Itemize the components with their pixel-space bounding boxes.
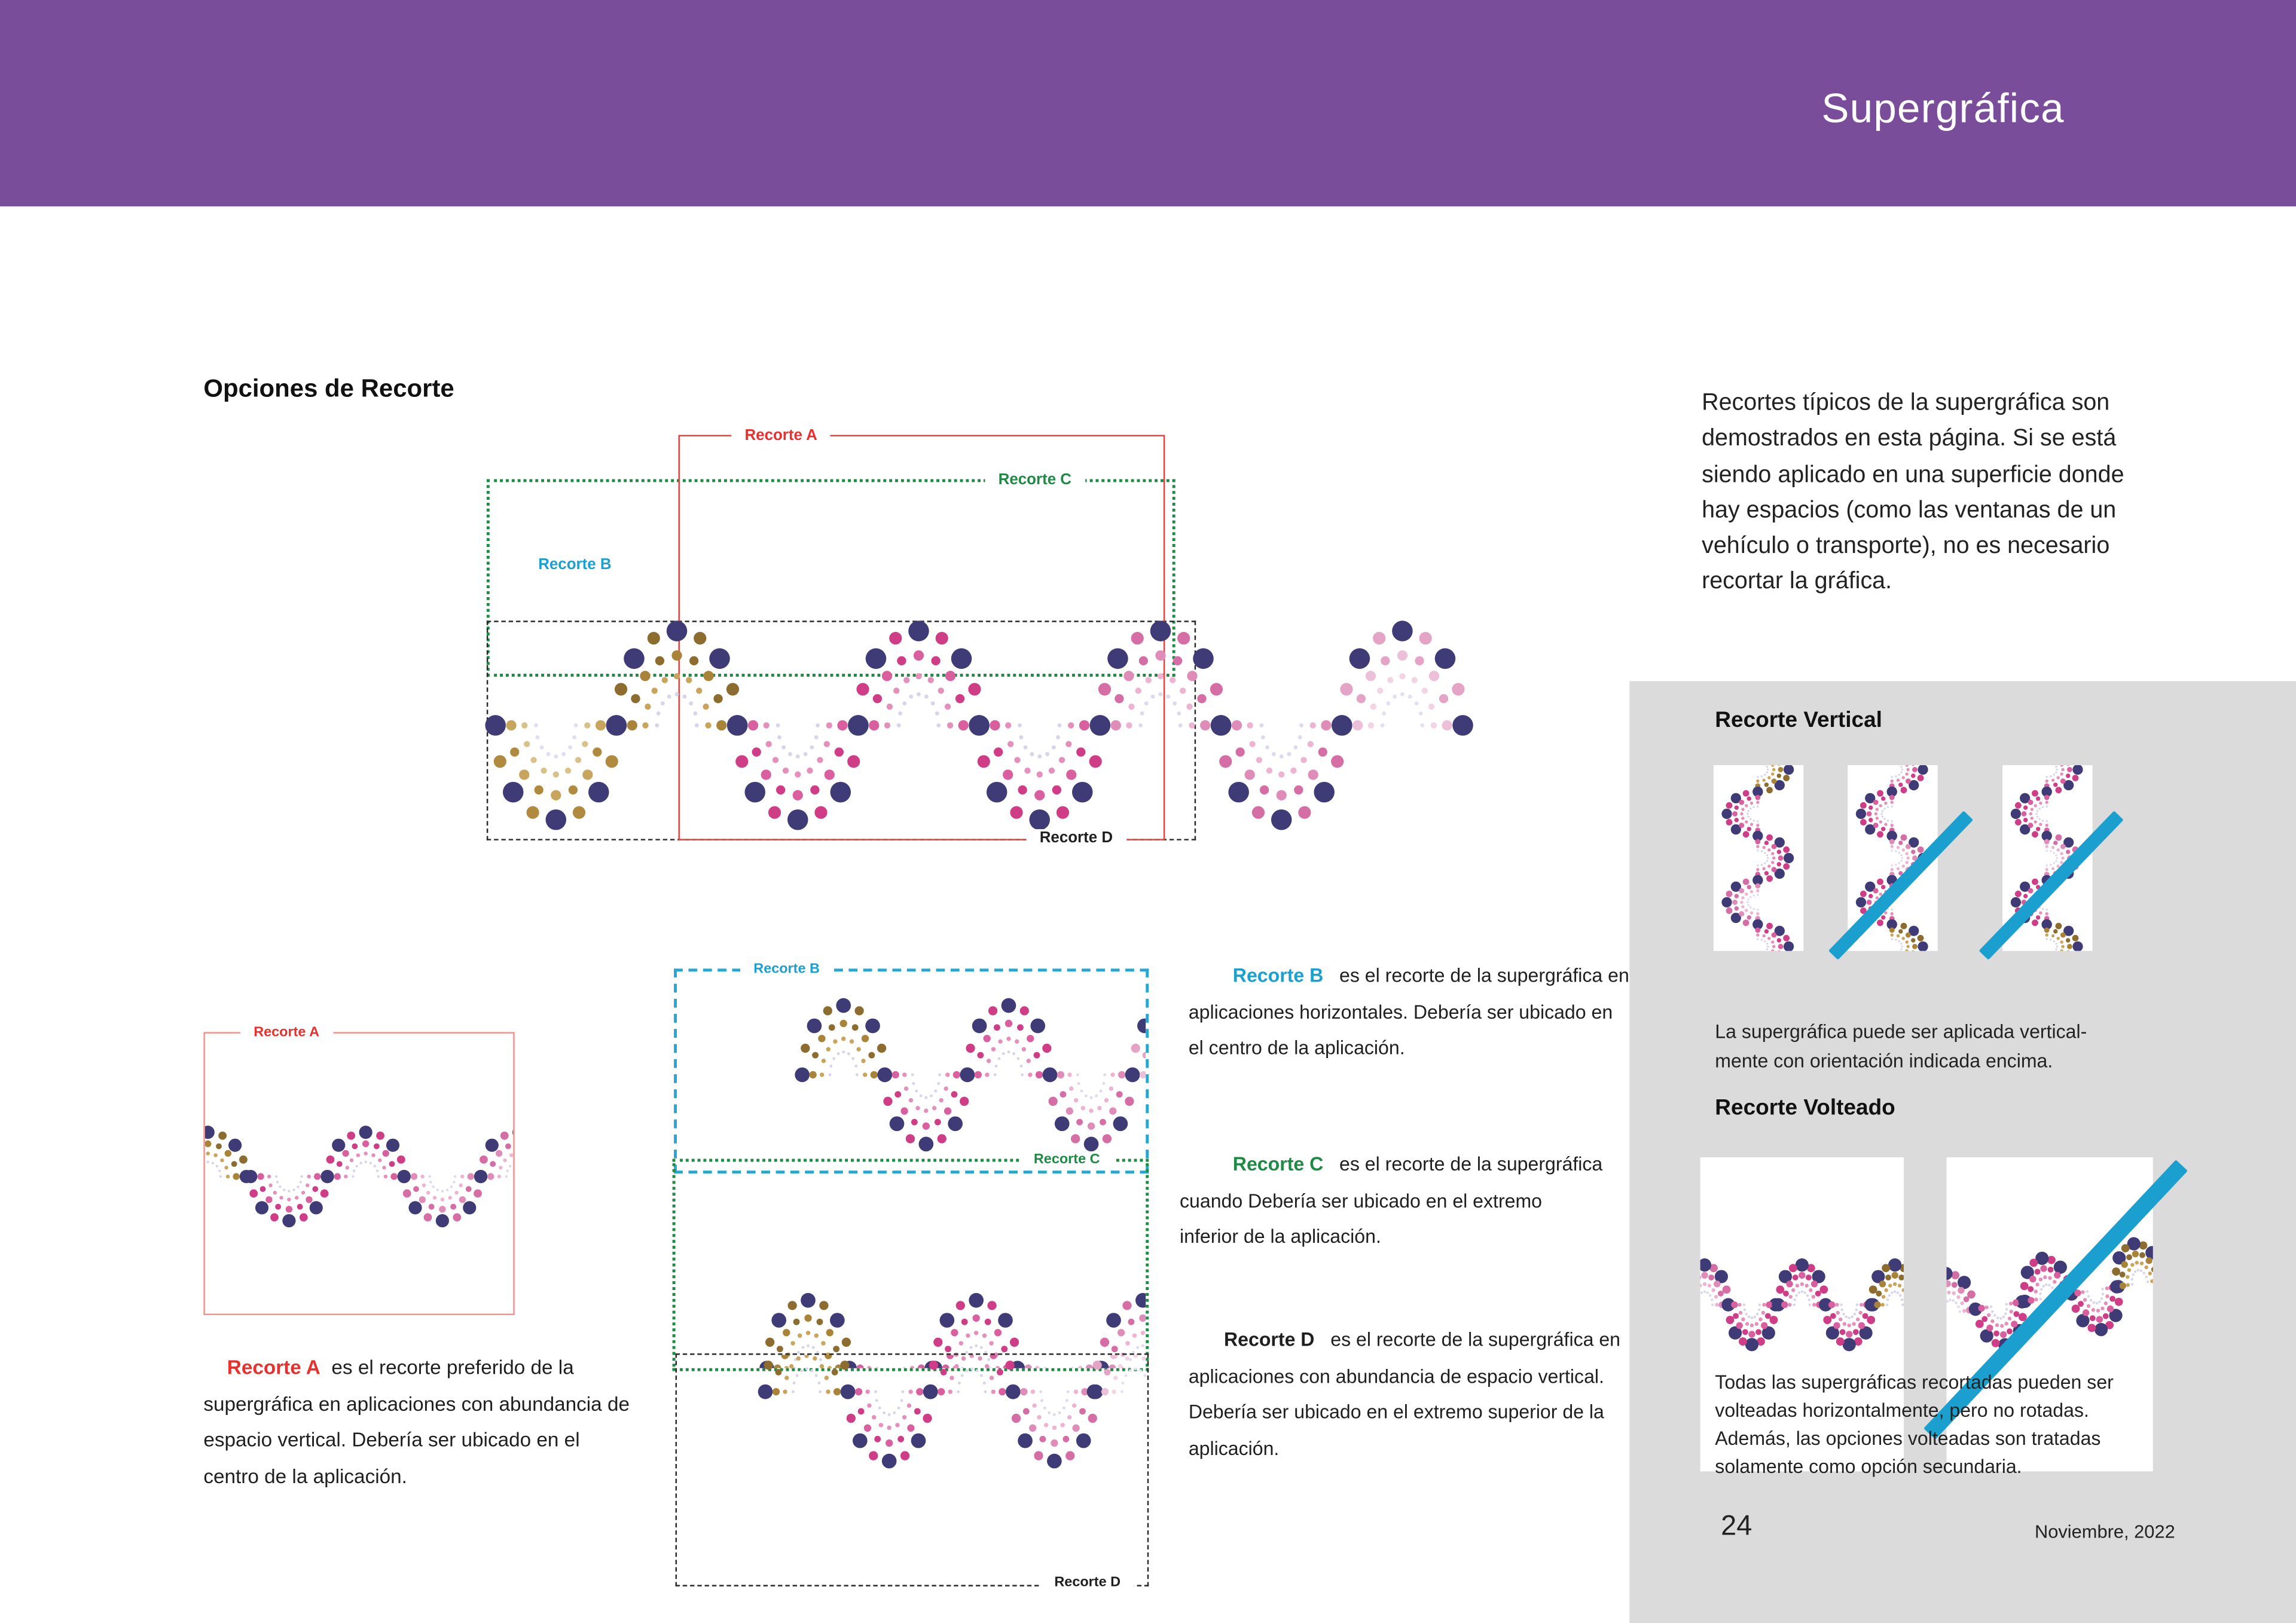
crop-a-label: Recorte A xyxy=(240,1024,333,1041)
flipped-wave-1 xyxy=(1700,1258,1904,1352)
description-c-label: Recorte C xyxy=(1232,1153,1324,1175)
flipped-card-2 xyxy=(1946,1157,2153,1472)
flipped-card-1 xyxy=(1700,1157,1904,1472)
page-title: Supergráfica xyxy=(1821,85,2065,132)
description-d-label: Recorte D xyxy=(1224,1328,1315,1351)
crop-a-label-main: Recorte A xyxy=(731,426,831,445)
vertical-wave-1 xyxy=(1721,765,1794,951)
header-band: Supergráfica xyxy=(0,0,2296,207)
vertical-caption: La supergráfica puede ser aplicada verti… xyxy=(1715,1020,2087,1071)
description-d-text: es el recorte de la supergráfica en apli… xyxy=(1188,1328,1621,1459)
crop-c-box-main xyxy=(486,479,1176,677)
flipped-section-title: Recorte Volteado xyxy=(1715,1095,1895,1121)
crop-c-label-main: Recorte C xyxy=(985,470,1085,489)
description-a: Recorte A es el recorte preferido de la … xyxy=(203,1350,637,1495)
supergraphic-wave-b xyxy=(795,998,1146,1152)
description-c-text: es el recorte de la supergráfica cuando … xyxy=(1180,1153,1603,1248)
description-d: Recorte D es el recorte de la supergráfi… xyxy=(1189,1322,1628,1467)
vertical-card-1 xyxy=(1713,765,1804,951)
crop-d-label: Recorte D xyxy=(1041,1574,1134,1591)
description-a-text: es el recorte preferido de la supergráfi… xyxy=(203,1356,630,1487)
crop-c-label: Recorte C xyxy=(1020,1151,1113,1168)
description-b-label: Recorte B xyxy=(1232,964,1324,986)
date-label: Noviembre, 2022 xyxy=(2034,1521,2175,1542)
supergraphic-wave-main xyxy=(485,621,1473,830)
crop-d-diagram xyxy=(675,1353,1149,1587)
crop-b-label: Recorte B xyxy=(740,961,833,978)
intro-paragraph: Recortes típicos de la supergráfica son d… xyxy=(1702,390,2124,595)
description-c: Recorte C es el recorte de la supergráfi… xyxy=(1180,1147,1604,1255)
crop-c-diagram xyxy=(672,1159,1149,1371)
description-a-label: Recorte A xyxy=(227,1356,320,1379)
vertical-section-title: Recorte Vertical xyxy=(1715,707,1882,733)
sidebar-panel: Recorte Vertical La supergráfica puede s… xyxy=(1629,681,2296,1623)
supergraphic-wave-a xyxy=(204,1126,514,1228)
crop-b-label-main: Recorte B xyxy=(538,555,612,574)
description-b-text: es el recorte de la supergráfica en apli… xyxy=(1188,964,1629,1059)
flipped-caption: Todas las supergráficas recortadas puede… xyxy=(1715,1371,2114,1478)
page-number: 24 xyxy=(1721,1511,1752,1542)
crop-a-diagram xyxy=(203,1032,515,1315)
section-title: Opciones de Recorte xyxy=(203,374,454,403)
vertical-wave-2 xyxy=(1855,765,1928,951)
description-b: Recorte B es el recorte de la supergráfi… xyxy=(1189,958,1631,1066)
supergraphic-wave-d xyxy=(758,1355,1147,1469)
supergraphic-wave-c xyxy=(759,1292,1146,1368)
crop-d-label-main: Recorte D xyxy=(1026,829,1126,847)
crop-b-diagram xyxy=(674,968,1149,1174)
